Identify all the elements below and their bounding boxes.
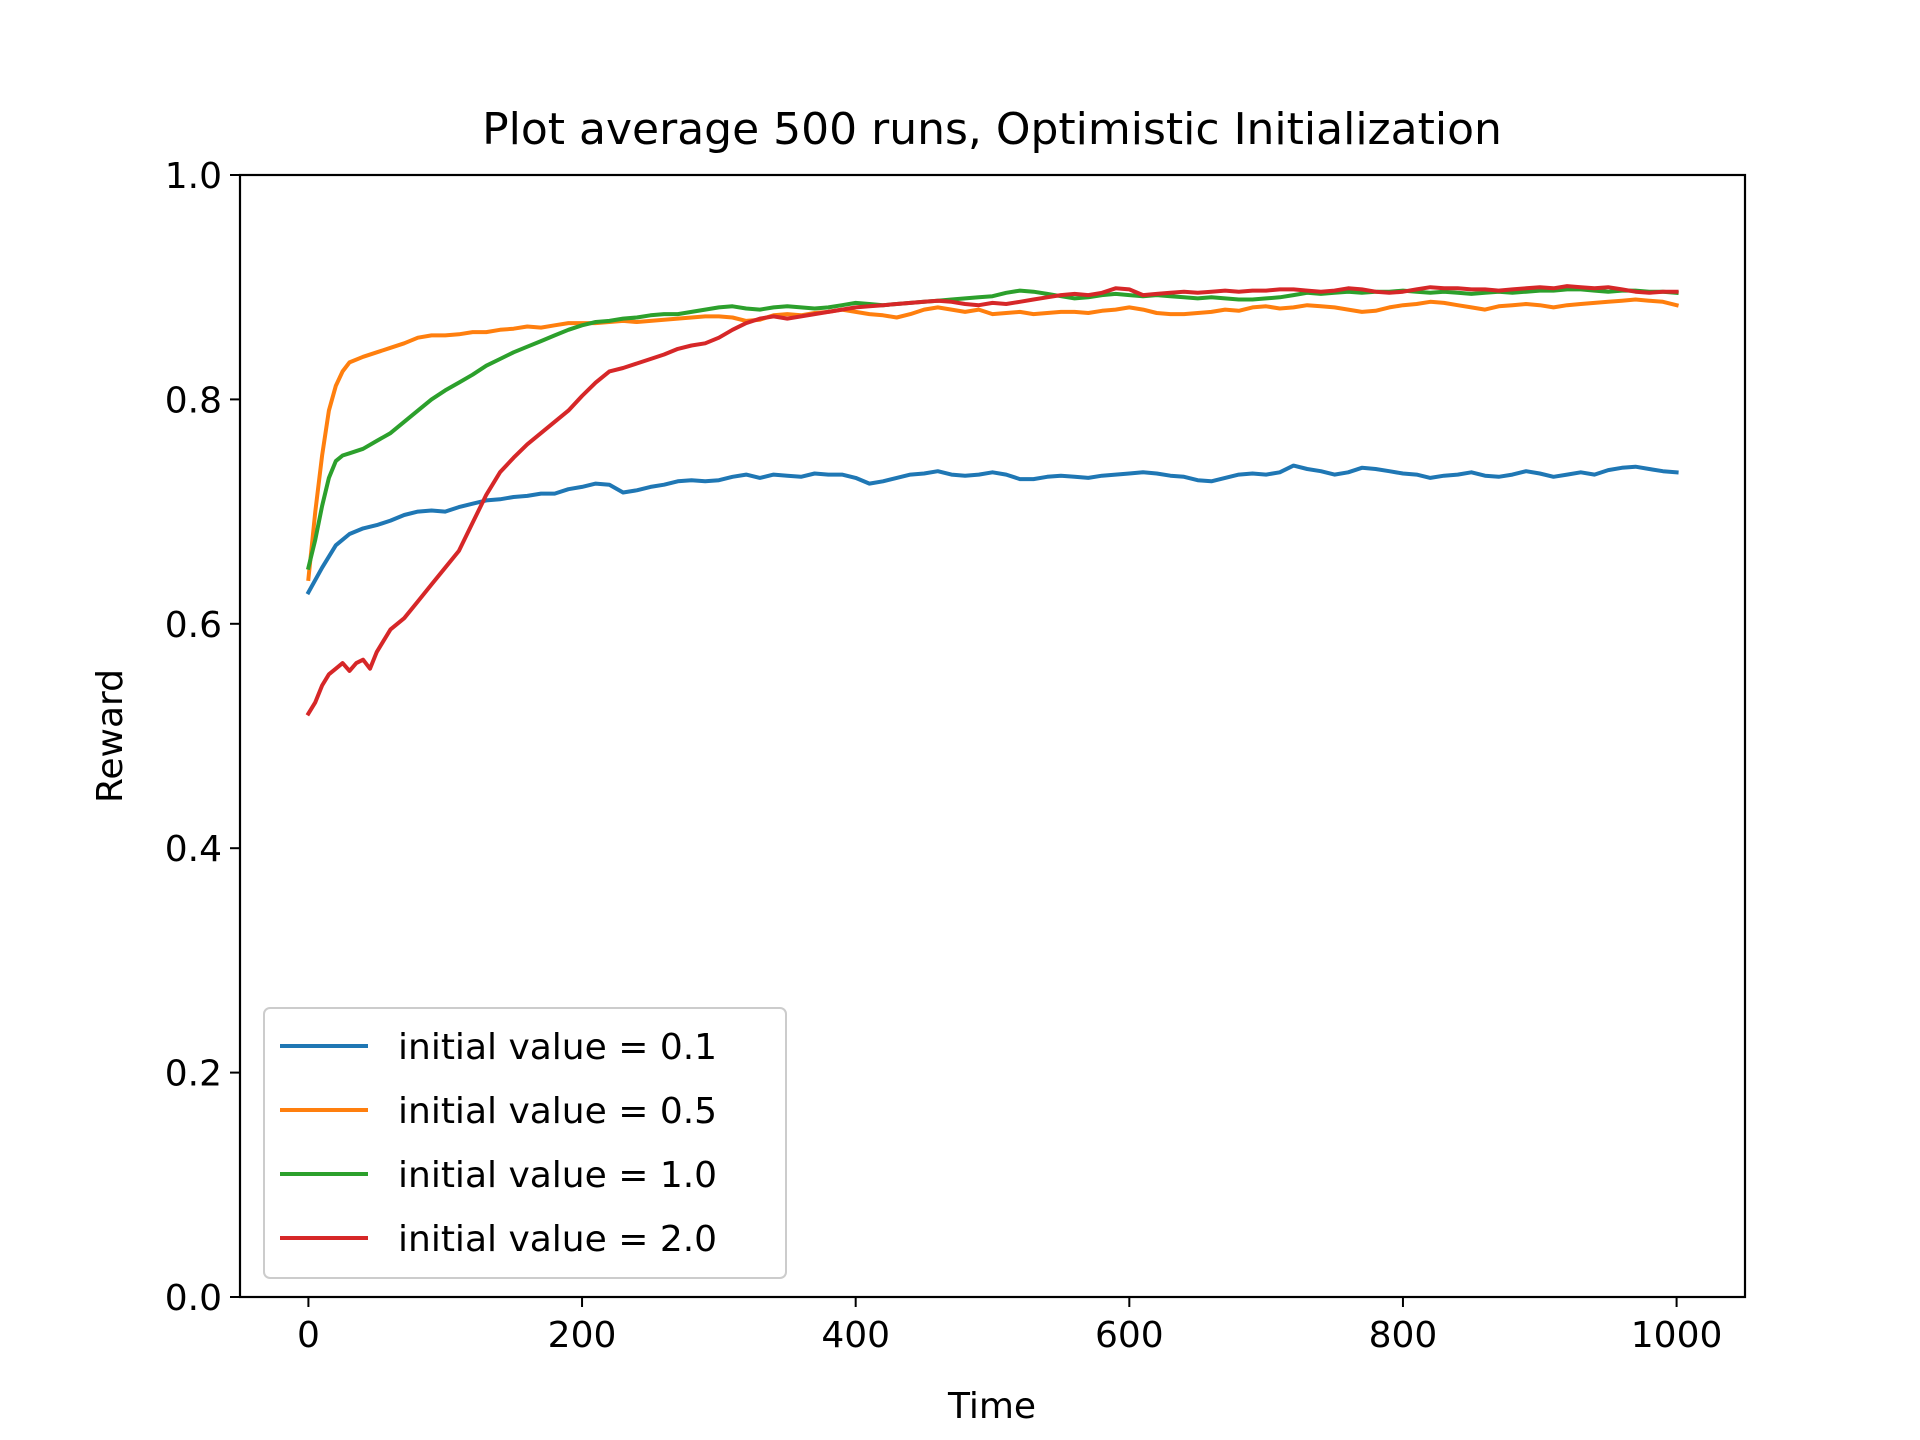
x-tick-label: 800 [1369, 1315, 1438, 1356]
x-tick-label: 1000 [1631, 1315, 1723, 1356]
y-tick-label: 0.2 [165, 1054, 222, 1095]
y-tick-label: 0.0 [165, 1278, 222, 1319]
x-tick-label: 200 [548, 1315, 617, 1356]
legend-label-2: initial value = 0.5 [398, 1091, 717, 1132]
series-lines [305, 284, 1680, 717]
series-line-1 [305, 463, 1679, 596]
plot-area-frame [238, 173, 1747, 1299]
legend-label-3: initial value = 1.0 [398, 1155, 717, 1196]
x-tick-label: 0 [297, 1315, 320, 1356]
y-tick-label: 0.6 [165, 605, 222, 646]
axis-ticks: 0 200 400 600 800 1000 0.0 0.2 0.4 0.6 0.8 1.0 [165, 156, 1723, 1356]
x-tick-label: 400 [821, 1315, 890, 1356]
chart-title: Plot average 500 runs, Optimistic Initia… [482, 104, 1502, 155]
legend-label-1: initial value = 0.1 [398, 1027, 717, 1068]
legend-label-4: initial value = 2.0 [398, 1219, 717, 1260]
y-tick-label: 0.4 [165, 829, 222, 870]
legend-box [263, 1007, 787, 1279]
x-tick-label: 600 [1095, 1315, 1164, 1356]
y-tick-label: 1.0 [165, 156, 222, 197]
y-axis-label: Reward [90, 669, 131, 803]
series-line-2 [306, 297, 1680, 582]
legend: initial value = 0.1 initial value = 0.5 in… [263, 1007, 787, 1279]
y-tick-label: 0.8 [165, 380, 222, 421]
series-line-4 [305, 284, 1679, 717]
x-axis-label: Time [947, 1386, 1036, 1427]
series-line-3 [305, 287, 1679, 571]
